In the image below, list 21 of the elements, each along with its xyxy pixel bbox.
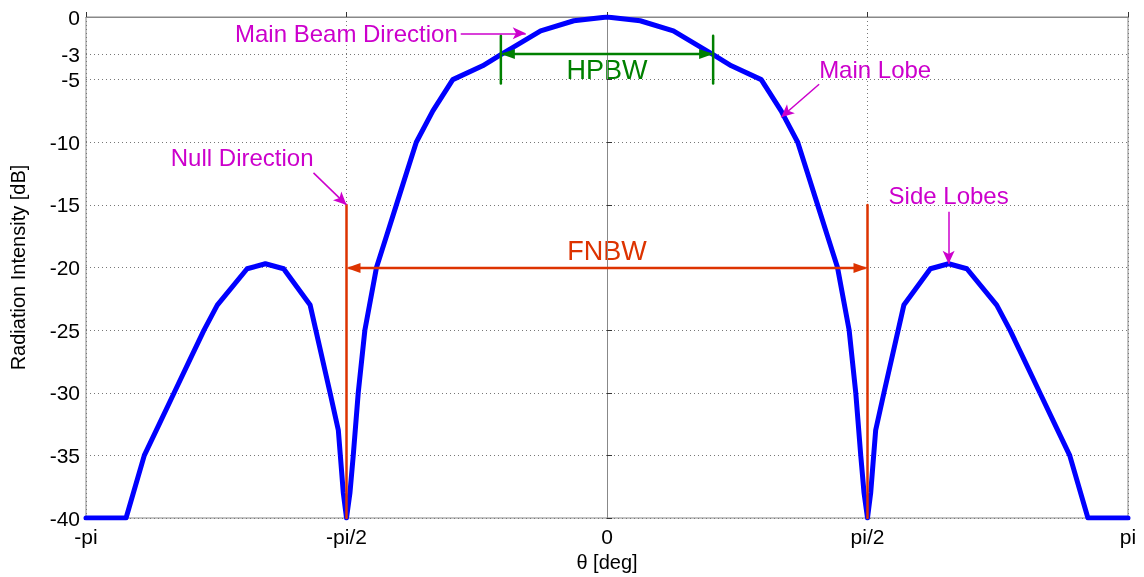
annotation: Null Direction [170, 144, 314, 172]
x-tick-label: -pi/2 [326, 525, 367, 548]
annotation: Main Beam Direction [234, 19, 458, 47]
y-tick-label: -25 [49, 318, 80, 342]
y-axis-title: Radiation Intensity [dB] [7, 164, 29, 371]
y-tick-label: -35 [49, 443, 80, 467]
x-axis-title: θ [deg] [576, 551, 638, 573]
y-tick-label: -15 [49, 193, 80, 217]
annotation: FNBW [567, 235, 648, 266]
y-tick-label: -5 [61, 68, 80, 92]
x-tick-label: pi/2 [850, 525, 885, 548]
y-tick-label: 0 [68, 5, 80, 29]
annotation: Main Lobe [819, 55, 932, 83]
y-tick-label: -3 [61, 43, 80, 67]
x-tick-label: 0 [601, 525, 613, 548]
y-tick-label: -20 [49, 256, 80, 279]
annotation: Side Lobes [888, 182, 1009, 210]
y-tick-label: -10 [49, 130, 80, 154]
x-tick-label: pi [1119, 525, 1137, 548]
y-tick-label: -30 [49, 381, 80, 405]
annotation: HPBW [566, 54, 649, 85]
